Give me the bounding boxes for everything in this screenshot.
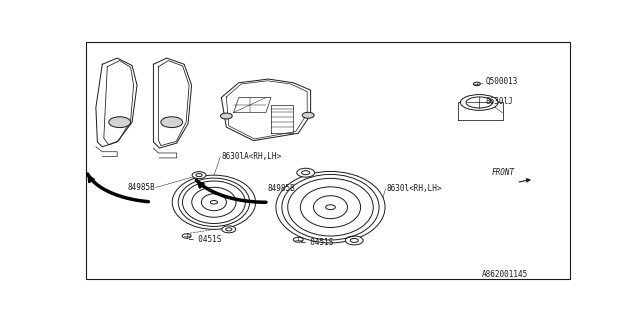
- Circle shape: [302, 112, 314, 118]
- Polygon shape: [154, 58, 191, 148]
- Circle shape: [161, 117, 182, 128]
- Text: Q500013: Q500013: [486, 77, 518, 86]
- Circle shape: [196, 173, 202, 177]
- Ellipse shape: [460, 95, 498, 110]
- Circle shape: [222, 226, 236, 233]
- Circle shape: [474, 82, 480, 86]
- Polygon shape: [96, 58, 137, 147]
- Text: A862001145: A862001145: [482, 270, 528, 279]
- Circle shape: [109, 117, 131, 128]
- Ellipse shape: [172, 175, 255, 229]
- Text: 8630lJ: 8630lJ: [486, 97, 513, 106]
- Text: — 0451S: — 0451S: [301, 238, 333, 247]
- Text: 8630lA<RH,LH>: 8630lA<RH,LH>: [221, 152, 282, 161]
- Text: — 0451S: — 0451S: [189, 235, 221, 244]
- Circle shape: [350, 238, 358, 243]
- Text: 84985B: 84985B: [127, 183, 155, 192]
- Text: 84985B: 84985B: [268, 184, 295, 193]
- Circle shape: [346, 236, 364, 245]
- Polygon shape: [221, 79, 310, 141]
- Circle shape: [220, 113, 232, 119]
- Text: 8630l<RH,LH>: 8630l<RH,LH>: [387, 184, 442, 193]
- Circle shape: [297, 168, 315, 177]
- Circle shape: [293, 237, 303, 242]
- Circle shape: [182, 234, 191, 238]
- Ellipse shape: [276, 172, 385, 243]
- Circle shape: [192, 172, 206, 179]
- Circle shape: [301, 171, 310, 175]
- Text: FRONT: FRONT: [492, 168, 515, 177]
- Circle shape: [226, 228, 232, 231]
